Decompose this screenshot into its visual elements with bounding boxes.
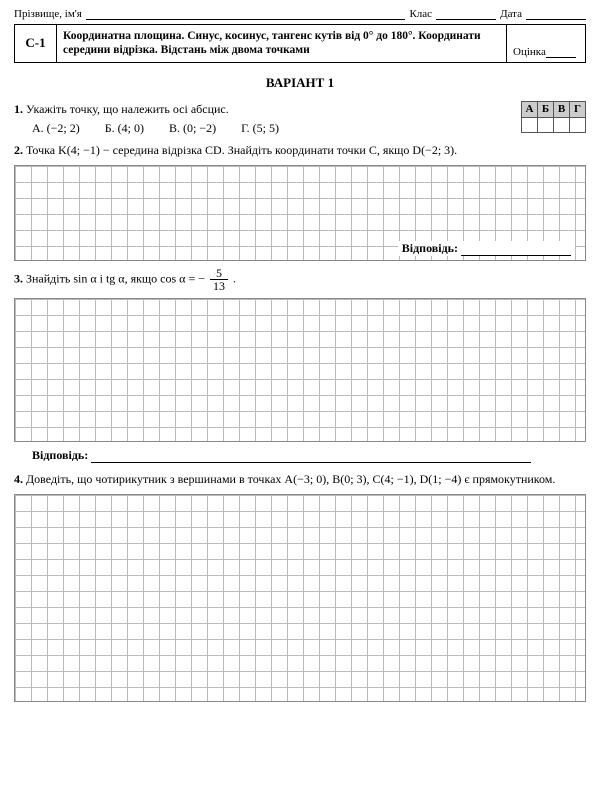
q4-work-grid[interactable] [14, 494, 586, 702]
question-1: А Б В Г 1. Укажіть точку, що належить ос… [14, 101, 586, 137]
q3-text-after: . [233, 271, 236, 285]
worksheet-title: Координатна площина. Синус, косинус, тан… [57, 25, 507, 62]
question-4: 4. Доведіть, що чотирикутник з вершинами… [14, 471, 586, 488]
lastname-label: Прізвище, ім'я [14, 8, 82, 20]
q4-number: 4. [14, 472, 23, 486]
q1-choice-b: Б. (4; 0) [105, 120, 144, 137]
grade-label: Оцінка [513, 46, 546, 58]
title-box: С-1 Координатна площина. Синус, косинус,… [14, 24, 586, 63]
question-2: 2. Точка K(4; −1) − середина відрізка CD… [14, 142, 586, 159]
frac-denominator: 13 [210, 280, 228, 292]
q1-choices: А. (−2; 2) Б. (4; 0) В. (0; −2) Г. (5; 5… [32, 120, 586, 137]
q2-work-grid[interactable]: Відповідь: [14, 165, 586, 261]
ans-hdr: В [554, 101, 570, 117]
q3-work-grid[interactable] [14, 298, 586, 442]
q3-answer-line: Відповідь: [32, 448, 586, 463]
ans-cell[interactable] [570, 118, 586, 133]
q2-text: Точка K(4; −1) − середина відрізка CD. З… [26, 143, 457, 157]
ans-cell[interactable] [554, 118, 570, 133]
variant-title: ВАРІАНТ 1 [14, 75, 586, 91]
ans-hdr: Г [570, 101, 586, 117]
student-info-line: Прізвище, ім'я Клас Дата [14, 8, 586, 20]
class-blank[interactable] [436, 8, 496, 20]
ans-hdr: А [522, 101, 538, 117]
date-label: Дата [500, 8, 522, 20]
ans-cell[interactable] [522, 118, 538, 133]
q3-answer-label: Відповідь: [32, 448, 88, 462]
grade-cell: Оцінка [507, 25, 585, 62]
grade-blank[interactable] [546, 46, 576, 58]
q1-choice-a: А. (−2; 2) [32, 120, 80, 137]
lastname-blank[interactable] [86, 8, 406, 20]
date-blank[interactable] [526, 8, 586, 20]
q3-fraction: 5 13 [210, 267, 228, 292]
q1-text: Укажіть точку, що належить осі абсцис. [26, 102, 229, 116]
ans-cell[interactable] [538, 118, 554, 133]
q3-number: 3. [14, 271, 23, 285]
q2-number: 2. [14, 143, 23, 157]
q2-answer-blank[interactable] [461, 246, 571, 256]
worksheet-id: С-1 [15, 25, 57, 62]
answer-grid-q1[interactable]: А Б В Г [521, 101, 586, 133]
q1-choice-c: В. (0; −2) [169, 120, 216, 137]
q3-answer-blank[interactable] [91, 452, 531, 463]
ans-hdr: Б [538, 101, 554, 117]
q1-number: 1. [14, 102, 23, 116]
q3-text-before: Знайдіть sin α і tg α, якщо cos α = − [26, 271, 205, 285]
q4-text: Доведіть, що чотирикутник з вершинами в … [26, 472, 555, 486]
q1-choice-d: Г. (5; 5) [241, 120, 279, 137]
question-3: 3. Знайдіть sin α і tg α, якщо cos α = −… [14, 267, 586, 292]
class-label: Клас [409, 8, 432, 20]
q2-answer-label: Відповідь: [398, 241, 575, 256]
